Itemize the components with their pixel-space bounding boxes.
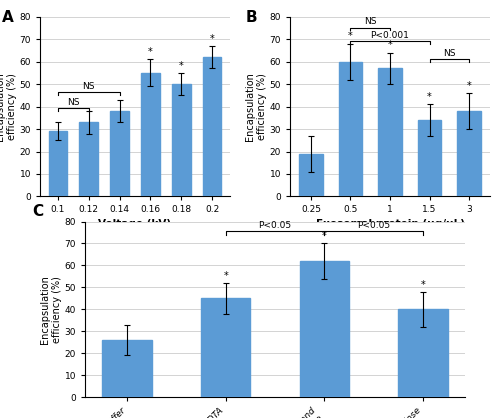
Bar bbox=[300, 261, 349, 397]
Text: *: * bbox=[322, 231, 326, 241]
Text: *: * bbox=[210, 34, 214, 44]
Bar bbox=[80, 122, 98, 196]
Text: C: C bbox=[32, 204, 43, 219]
Bar bbox=[418, 120, 442, 196]
X-axis label: Exosomal protein (µg/µL): Exosomal protein (µg/µL) bbox=[316, 219, 464, 229]
Text: *: * bbox=[388, 41, 392, 51]
Text: NS: NS bbox=[82, 82, 95, 91]
Bar bbox=[201, 298, 250, 397]
Bar bbox=[141, 73, 160, 196]
Y-axis label: Encapsulation
efficiency (%): Encapsulation efficiency (%) bbox=[40, 275, 62, 344]
Text: P<0.05: P<0.05 bbox=[258, 221, 292, 230]
Text: NS: NS bbox=[443, 49, 456, 58]
Bar bbox=[102, 340, 152, 397]
Bar bbox=[457, 111, 481, 196]
Bar bbox=[172, 84, 191, 196]
Text: *: * bbox=[148, 47, 153, 57]
Bar bbox=[48, 131, 67, 196]
Text: *: * bbox=[179, 61, 184, 71]
Text: NS: NS bbox=[67, 97, 80, 107]
Bar bbox=[299, 154, 323, 196]
Bar bbox=[338, 61, 362, 196]
Text: *: * bbox=[348, 31, 353, 41]
Text: *: * bbox=[427, 92, 432, 102]
Bar bbox=[203, 57, 222, 196]
Text: B: B bbox=[246, 10, 258, 25]
X-axis label: Voltage (kV): Voltage (kV) bbox=[98, 219, 172, 229]
Text: P<0.05: P<0.05 bbox=[357, 221, 390, 230]
Y-axis label: Encapsulation
efficiency (%): Encapsulation efficiency (%) bbox=[245, 72, 266, 141]
Bar bbox=[398, 309, 448, 397]
Text: *: * bbox=[420, 280, 426, 290]
Text: P<0.001: P<0.001 bbox=[370, 31, 410, 40]
Text: *: * bbox=[466, 81, 471, 91]
Text: NS: NS bbox=[364, 18, 376, 26]
Text: *: * bbox=[224, 271, 228, 281]
Bar bbox=[110, 111, 129, 196]
Y-axis label: Encapsulation
efficiency (%): Encapsulation efficiency (%) bbox=[0, 72, 16, 141]
Bar bbox=[378, 69, 402, 196]
Text: A: A bbox=[2, 10, 14, 25]
